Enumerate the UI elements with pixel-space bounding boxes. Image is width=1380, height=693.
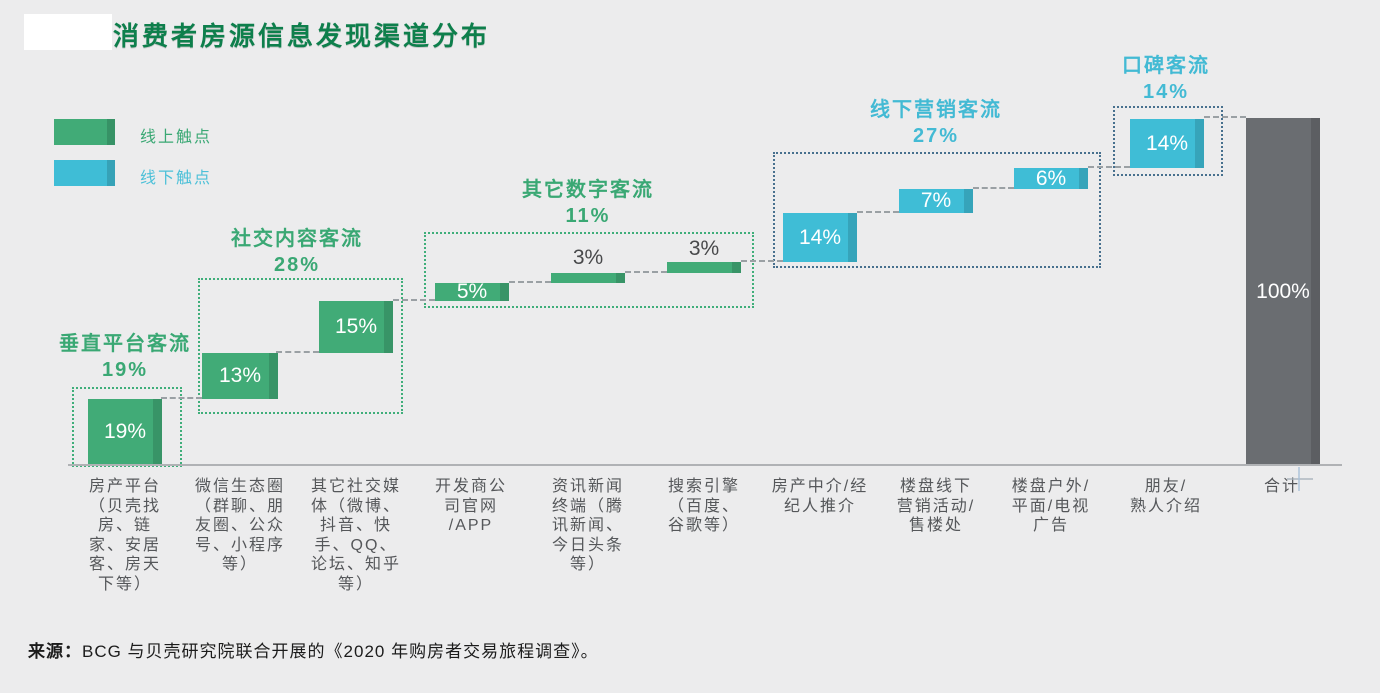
bar-word-of-mouth: 14%	[1130, 119, 1204, 168]
bar-value-label: 14%	[798, 225, 842, 249]
group-box-word-of-mouth	[1113, 106, 1223, 176]
bar-shade	[153, 399, 162, 465]
connector	[393, 299, 435, 301]
bar-total: 100%	[1246, 118, 1320, 465]
legend-swatch-offline	[54, 160, 115, 186]
logo-placeholder	[24, 14, 112, 50]
bar-shade	[1311, 118, 1320, 465]
bar-agent-referral: 14%	[783, 213, 857, 262]
group-name: 社交内容客流	[231, 228, 363, 250]
bar-shade	[964, 189, 973, 213]
bar-property-platform: 19%	[88, 399, 162, 465]
group-total: 19%	[101, 359, 149, 381]
category-label-outdoor-ads: 楼盘户外/ 平面/电视 广告	[1011, 478, 1091, 534]
bar-shade	[500, 283, 509, 301]
group-label-vertical-platform: 垂直平台客流 19%	[15, 331, 235, 383]
group-label-social-content: 社交内容客流 28%	[187, 226, 407, 278]
bar-wechat-ecosystem: 13%	[202, 353, 278, 399]
bar-value-label: 19%	[103, 420, 147, 443]
bar-other-social-media: 15%	[319, 301, 393, 353]
cursor-crosshair-icon	[1298, 467, 1300, 491]
group-label-other-digital: 其它数字客流 11%	[478, 177, 698, 229]
group-total: 28%	[273, 254, 321, 276]
category-label-word-of-mouth: 朋友/ 熟人介绍	[1129, 478, 1202, 515]
connector	[161, 397, 202, 399]
bar-value-label-news-terminals: 3%	[572, 246, 604, 269]
source-note: 来源：BCG 与贝壳研究院联合开展的《2020 年购房者交易旅程调查》。	[28, 637, 599, 662]
category-label-developer-website: 开发商公 司官网 /APP	[434, 478, 507, 534]
connector	[276, 351, 319, 353]
bar-shade	[384, 301, 393, 353]
category-label-other-social-media: 其它社交媒 体（微博、 抖音、快 手、QQ、 论坛、知乎 等）	[310, 478, 401, 593]
group-label-word-of-mouth: 口碑客流 14%	[1056, 53, 1276, 105]
connector	[1204, 116, 1246, 118]
group-name: 垂直平台客流	[59, 333, 191, 355]
bar-shade	[269, 353, 278, 399]
group-name: 其它数字客流	[522, 179, 654, 201]
bar-shade	[1195, 119, 1204, 168]
bar-shade	[1079, 168, 1088, 189]
connector	[625, 271, 667, 273]
legend-swatch-online	[54, 119, 115, 145]
source-prefix: 来源：	[28, 642, 82, 661]
category-label-news-terminals: 资讯新闻 终端（腾 讯新闻、 今日头条 等）	[551, 478, 624, 573]
category-label-wechat-ecosystem: 微信生态圈 （群聊、朋 友圈、公众 号、小程序 等）	[194, 478, 285, 573]
page-title: 消费者房源信息发现渠道分布	[113, 21, 491, 51]
connector	[857, 211, 899, 213]
bar-value-label: 100%	[1256, 279, 1310, 303]
group-name: 口碑客流	[1122, 55, 1210, 77]
bar-value-label: 15%	[334, 315, 378, 338]
bar-value-label: 7%	[920, 189, 952, 212]
bar-search-engine	[667, 262, 741, 273]
bar-shade	[848, 213, 857, 262]
bar-developer-website-app: 5%	[435, 280, 509, 303]
category-label-onsite-marketing: 楼盘线下 营销活动/ 售楼处	[896, 478, 976, 534]
connector	[509, 281, 551, 283]
group-name: 线下营销客流	[870, 99, 1002, 121]
bar-news-terminals	[551, 273, 625, 283]
group-box-social-content	[198, 278, 403, 414]
bar-value-label: 6%	[1035, 166, 1067, 190]
source-text: BCG 与贝壳研究院联合开展的《2020 年购房者交易旅程调查》。	[82, 642, 599, 661]
connector	[741, 260, 783, 262]
swatch-shade	[107, 160, 115, 186]
connector	[1088, 166, 1130, 168]
group-box-other-digital	[424, 232, 754, 308]
bar-value-label: 5%	[456, 280, 488, 303]
legend-label-online: 线上触点	[140, 129, 213, 146]
group-total: 11%	[565, 205, 611, 227]
bar-onsite-marketing: 7%	[899, 189, 973, 213]
bar-outdoor-ads: 6%	[1014, 166, 1088, 190]
bar-shade	[616, 273, 625, 283]
bar-shade	[732, 262, 741, 273]
bar-value-label: 13%	[218, 364, 262, 387]
bar-value-label: 14%	[1145, 131, 1189, 155]
group-label-offline-marketing: 线下营销客流 27%	[826, 97, 1046, 149]
connector	[973, 187, 1014, 189]
x-axis-line	[68, 464, 1342, 466]
category-label-total: 合计	[1263, 478, 1300, 495]
group-total: 27%	[912, 125, 960, 147]
group-box-vertical-platform	[72, 387, 182, 467]
category-label-search-engine: 搜索引擎 （百度、 谷歌等）	[667, 478, 740, 534]
cursor-crosshair-icon	[1287, 478, 1313, 480]
category-label-property-platform: 房产平台 （贝壳找 房、链 家、安居 客、房天 下等）	[88, 478, 161, 593]
category-label-agent-referral: 房产中介/经 纪人推介	[771, 478, 869, 515]
legend-label-offline: 线下触点	[140, 170, 213, 187]
swatch-shade	[107, 119, 115, 145]
group-box-offline-marketing	[773, 152, 1101, 268]
group-total: 14%	[1142, 81, 1190, 103]
bar-value-label-search-engine: 3%	[688, 237, 720, 260]
